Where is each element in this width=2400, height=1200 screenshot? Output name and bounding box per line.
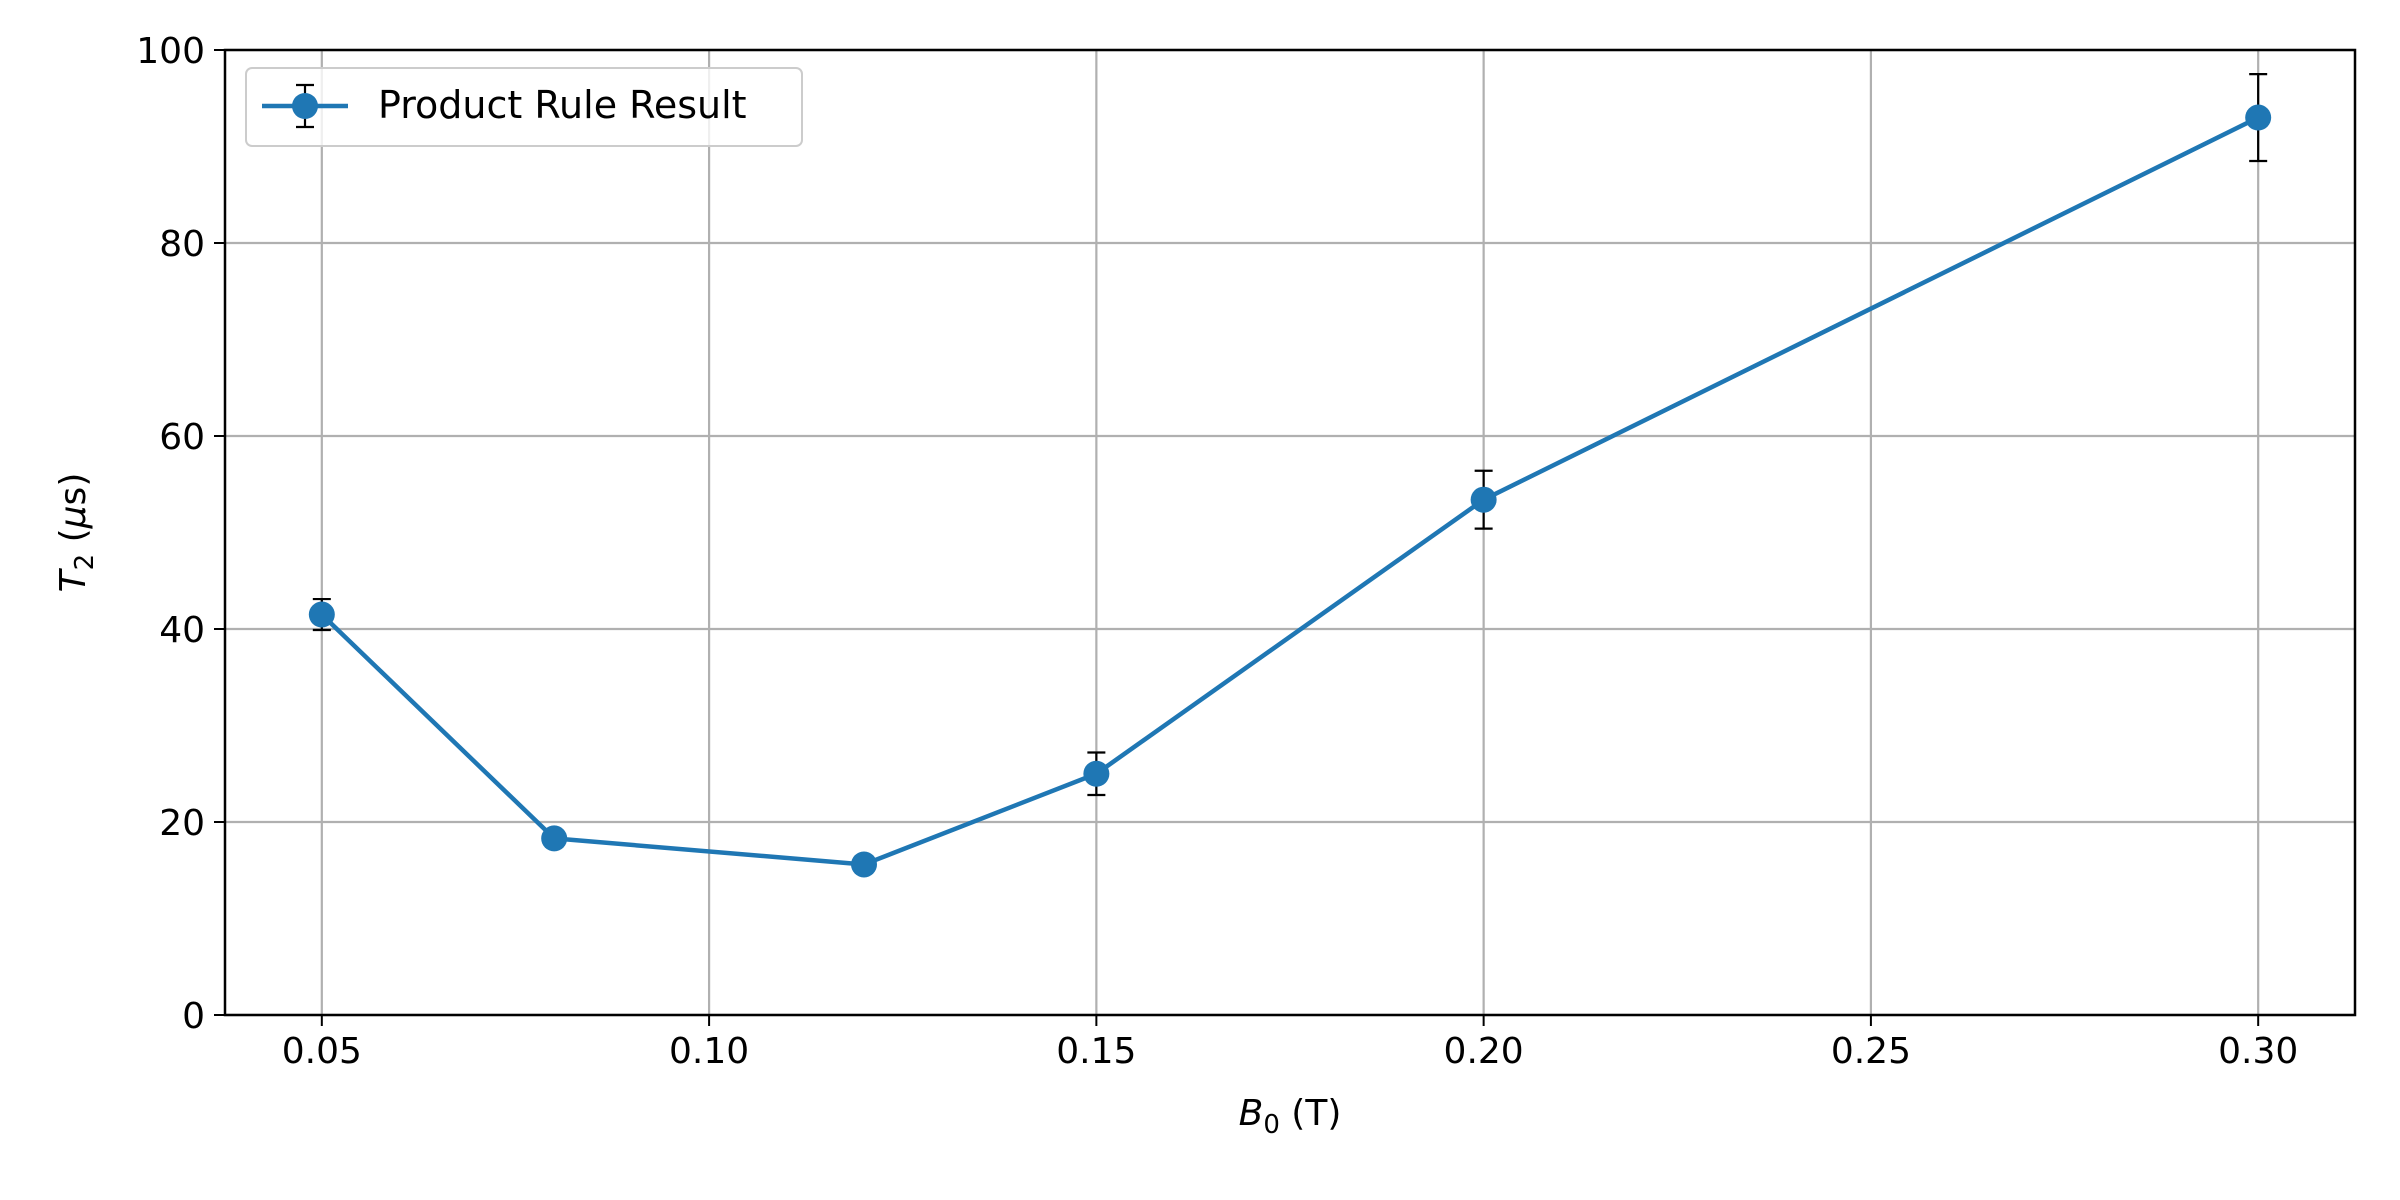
x-tick-label: 0.15 <box>1056 1031 1136 1072</box>
x-axis-subscript: 0 <box>1263 1110 1280 1140</box>
data-point <box>1083 760 1110 787</box>
legend-swatch <box>262 83 348 129</box>
data-point <box>1470 486 1497 513</box>
x-tick-label: 0.20 <box>1444 1031 1524 1072</box>
y-tick-label: 0 <box>182 996 205 1037</box>
y-tick-label: 20 <box>159 803 205 844</box>
legend: Product Rule Result <box>245 67 803 147</box>
x-tick-label: 0.30 <box>2218 1031 2298 1072</box>
y-axis-label: T2 (μs) <box>53 473 100 593</box>
axis-ticks: 0.05 0.10 0.15 0.20 0.25 0.30 0 20 40 60 80 100 <box>136 31 2298 1072</box>
grid <box>225 48 2355 1017</box>
data-point <box>2245 104 2272 131</box>
y-tick-label: 100 <box>136 31 205 72</box>
y-tick-label: 80 <box>159 224 205 265</box>
x-tick-label: 0.10 <box>669 1031 749 1072</box>
x-tick-label: 0.25 <box>1831 1031 1911 1072</box>
data-point <box>308 601 335 628</box>
data-point <box>541 825 568 852</box>
legend-marker <box>292 93 318 119</box>
y-axis-unit-pre: ( <box>53 528 94 554</box>
legend-box <box>245 67 803 147</box>
x-axis-symbol: B <box>1239 1093 1264 1134</box>
x-axis-label: B0 (T) <box>1239 1093 1342 1140</box>
y-axis-mu: μ <box>53 505 94 529</box>
plot-frame <box>223 48 2357 1017</box>
y-axis-unit-post: s) <box>53 473 94 506</box>
series-line <box>320 115 2260 867</box>
x-tick-label: 0.05 <box>282 1031 362 1072</box>
data-point <box>851 851 877 878</box>
y-axis-subscript: 2 <box>70 554 100 571</box>
x-axis-unit: (T) <box>1280 1093 1342 1134</box>
y-tick-label: 40 <box>159 610 205 651</box>
series-layer <box>308 73 2272 878</box>
legend-label: Product Rule Result <box>378 83 747 127</box>
y-tick-label: 60 <box>159 417 205 458</box>
y-axis-symbol: T <box>53 567 94 592</box>
